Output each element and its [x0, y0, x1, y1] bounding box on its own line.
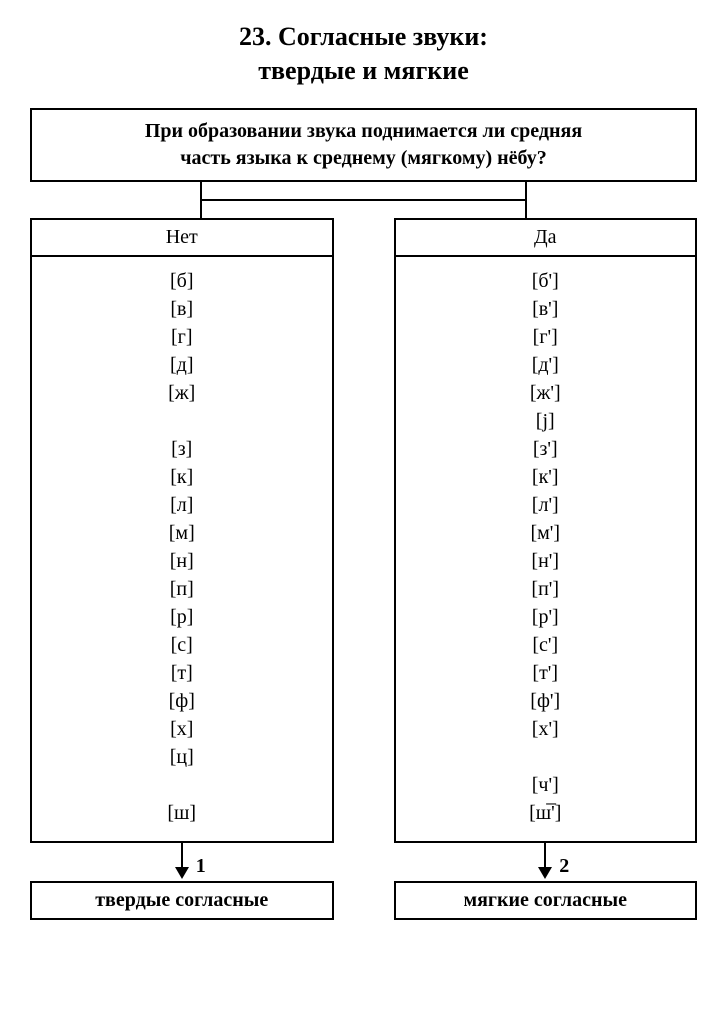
right-result-box: мягкие согласные: [394, 881, 698, 920]
sound-item: [з]: [32, 435, 332, 463]
sound-item: [г']: [396, 323, 696, 351]
left-column: Нет [б][в][г][д][ж] [з][к][л][м][н][п][р]…: [30, 218, 334, 920]
sound-item: [ф']: [396, 687, 696, 715]
right-column: Да [б'][в'][г'][д'][ж'][j][з'][к'][л'][м…: [394, 218, 698, 920]
sound-item: [р']: [396, 603, 696, 631]
right-arrow: 2: [394, 843, 698, 881]
sound-item: [н']: [396, 547, 696, 575]
left-column-box: Нет [б][в][г][д][ж] [з][к][л][м][н][п][р]…: [30, 218, 334, 843]
sound-item: [б]: [32, 267, 332, 295]
sound-item: [к']: [396, 463, 696, 491]
sound-item: [г]: [32, 323, 332, 351]
question-line-2: часть языка к среднему (мягкому) нёбу?: [180, 147, 547, 169]
left-column-body: [б][в][г][д][ж][з][к][л][м][н][п][р][с][…: [32, 257, 332, 841]
sound-item: [д']: [396, 351, 696, 379]
sound-item: [к]: [32, 463, 332, 491]
sound-item: [ч']: [396, 771, 696, 799]
title-line-1: 23. Согласные звуки:: [239, 22, 488, 51]
sound-item: [з']: [396, 435, 696, 463]
left-column-header: Нет: [32, 220, 332, 257]
left-result-box: твердые согласные: [30, 881, 334, 920]
group-spacer: [396, 743, 696, 771]
right-column-body: [б'][в'][г'][д'][ж'][j][з'][к'][л'][м'][…: [396, 257, 696, 841]
sound-item: [ж]: [32, 379, 332, 407]
sound-item: [л']: [396, 491, 696, 519]
right-column-header: Да: [396, 220, 696, 257]
sound-item: [н]: [32, 547, 332, 575]
right-column-box: Да [б'][в'][г'][д'][ж'][j][з'][к'][л'][м…: [394, 218, 698, 843]
connector-lines: [30, 182, 697, 218]
sound-item: [т]: [32, 659, 332, 687]
sound-item: [д]: [32, 351, 332, 379]
sound-item: [ш̅']: [396, 799, 696, 827]
sound-item: [ж']: [396, 379, 696, 407]
sound-item: [с]: [32, 631, 332, 659]
question-box: При образовании звука поднимается ли сре…: [30, 108, 697, 182]
sound-item: [ф]: [32, 687, 332, 715]
question-line-1: При образовании звука поднимается ли сре…: [145, 120, 582, 142]
right-arrow-number: 2: [559, 855, 569, 878]
sound-item: [т']: [396, 659, 696, 687]
sound-item: [в]: [32, 295, 332, 323]
title-line-2: твердые и мягкие: [258, 56, 469, 85]
sound-item: [в']: [396, 295, 696, 323]
sound-item: [j]: [396, 407, 696, 435]
sound-item: [л]: [32, 491, 332, 519]
sound-item: [х]: [32, 715, 332, 743]
sound-item: [п]: [32, 575, 332, 603]
sound-item: [р]: [32, 603, 332, 631]
sound-item: [б']: [396, 267, 696, 295]
sound-item: [с']: [396, 631, 696, 659]
sound-item: [п']: [396, 575, 696, 603]
page-title: 23. Согласные звуки: твердые и мягкие: [30, 20, 697, 88]
sound-item: [м']: [396, 519, 696, 547]
columns-container: Нет [б][в][г][д][ж] [з][к][л][м][н][п][р]…: [30, 218, 697, 920]
group-spacer: [32, 771, 332, 799]
sound-item: [х']: [396, 715, 696, 743]
left-arrow: 1: [30, 843, 334, 881]
sound-item: [ц]: [32, 743, 332, 771]
sound-item: [ш]: [32, 799, 332, 827]
left-arrow-number: 1: [196, 855, 206, 878]
group-spacer: [32, 407, 332, 435]
sound-item: [м]: [32, 519, 332, 547]
